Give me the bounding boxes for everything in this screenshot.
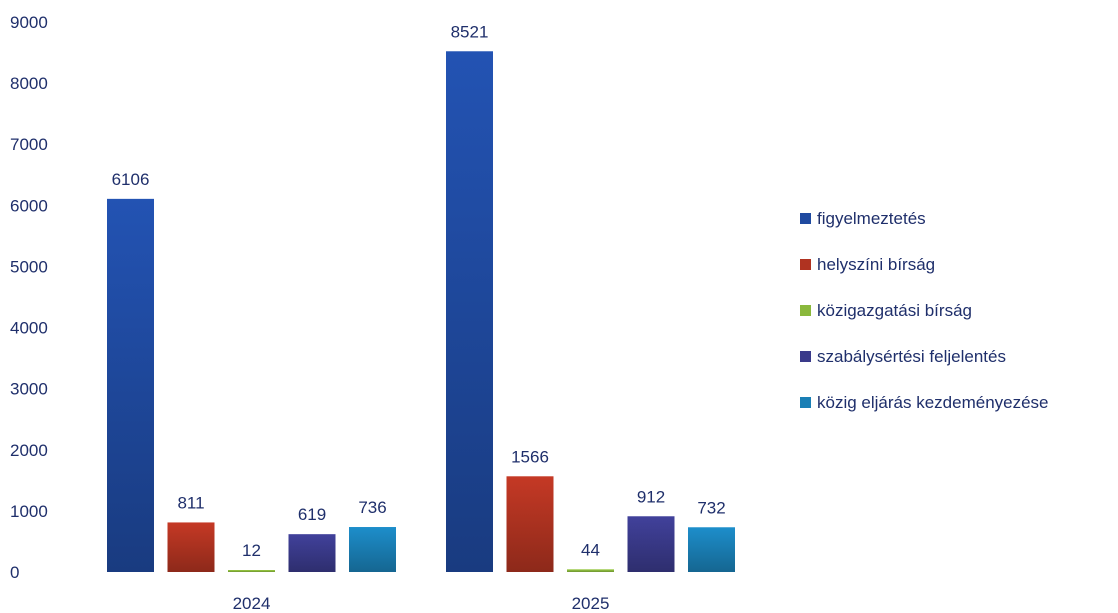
y-tick-label: 2000 [10, 441, 48, 460]
legend-item: figyelmeztetés [800, 209, 1049, 228]
data-label: 8521 [451, 22, 489, 41]
bar-szabálysértési-feljelentés-2025 [627, 516, 675, 572]
bar-szabálysértési-feljelentés-2024 [288, 534, 336, 572]
bars [107, 51, 735, 573]
data-labels: 6106 811 12 619 736 8521 1566 44 912 732 [112, 22, 726, 560]
data-label: 736 [358, 498, 386, 517]
x-category-label: 2025 [572, 594, 610, 613]
bar-közigazgatási-bírság-2024 [228, 570, 275, 572]
legend-label: figyelmeztetés [817, 208, 926, 228]
y-tick-label: 4000 [10, 319, 48, 338]
legend-item: szabálysértési feljelentés [800, 347, 1049, 366]
x-axis: 2024 2025 [233, 594, 610, 613]
legend-swatch [800, 351, 811, 362]
legend-swatch [800, 259, 811, 270]
legend-label: közig eljárás kezdeményezése [817, 392, 1049, 412]
legend-label: szabálysértési feljelentés [817, 346, 1006, 366]
data-label: 732 [697, 498, 725, 517]
data-label: 6106 [112, 170, 150, 189]
y-tick-label: 3000 [10, 380, 48, 399]
bar-közig-eljárás-kezdeményezése-2025 [688, 527, 735, 572]
data-label: 1566 [511, 447, 549, 466]
bar-figyelmeztetés-2024 [107, 198, 154, 572]
legend-item: közig eljárás kezdeményezése [800, 393, 1049, 412]
legend-swatch [800, 305, 811, 316]
y-tick-label: 8000 [10, 74, 48, 93]
data-label: 912 [637, 487, 665, 506]
y-axis: 0 1000 2000 3000 4000 5000 6000 7000 8000 9000 [10, 13, 48, 582]
legend-item: helyszíni bírság [800, 255, 1049, 274]
y-tick-label: 9000 [10, 13, 48, 32]
y-tick-label: 7000 [10, 135, 48, 154]
legend-item: közigazgatási bírság [800, 301, 1049, 320]
bar-figyelmeztetés-2025 [446, 51, 493, 573]
data-label: 12 [242, 541, 261, 560]
y-tick-label: 1000 [10, 502, 48, 521]
legend-swatch [800, 213, 811, 224]
bar-helyszíni-bírság-2024 [167, 522, 215, 572]
data-label: 619 [298, 505, 326, 524]
y-tick-label: 6000 [10, 196, 48, 215]
data-label: 811 [177, 493, 204, 512]
bar-közigazgatási-bírság-2025 [567, 569, 614, 572]
y-tick-label: 5000 [10, 257, 48, 276]
legend-label: közigazgatási bírság [817, 300, 972, 320]
bar-közig-eljárás-kezdeményezése-2024 [349, 527, 396, 572]
bar-helyszíni-bírság-2025 [506, 476, 554, 572]
y-tick-label: 0 [10, 563, 19, 582]
legend: figyelmeztetés helyszíni bírság közigazgat… [800, 209, 1049, 439]
data-label: 44 [581, 540, 600, 559]
x-category-label: 2024 [233, 594, 271, 613]
legend-label: helyszíni bírság [817, 254, 936, 274]
legend-swatch [800, 397, 811, 408]
